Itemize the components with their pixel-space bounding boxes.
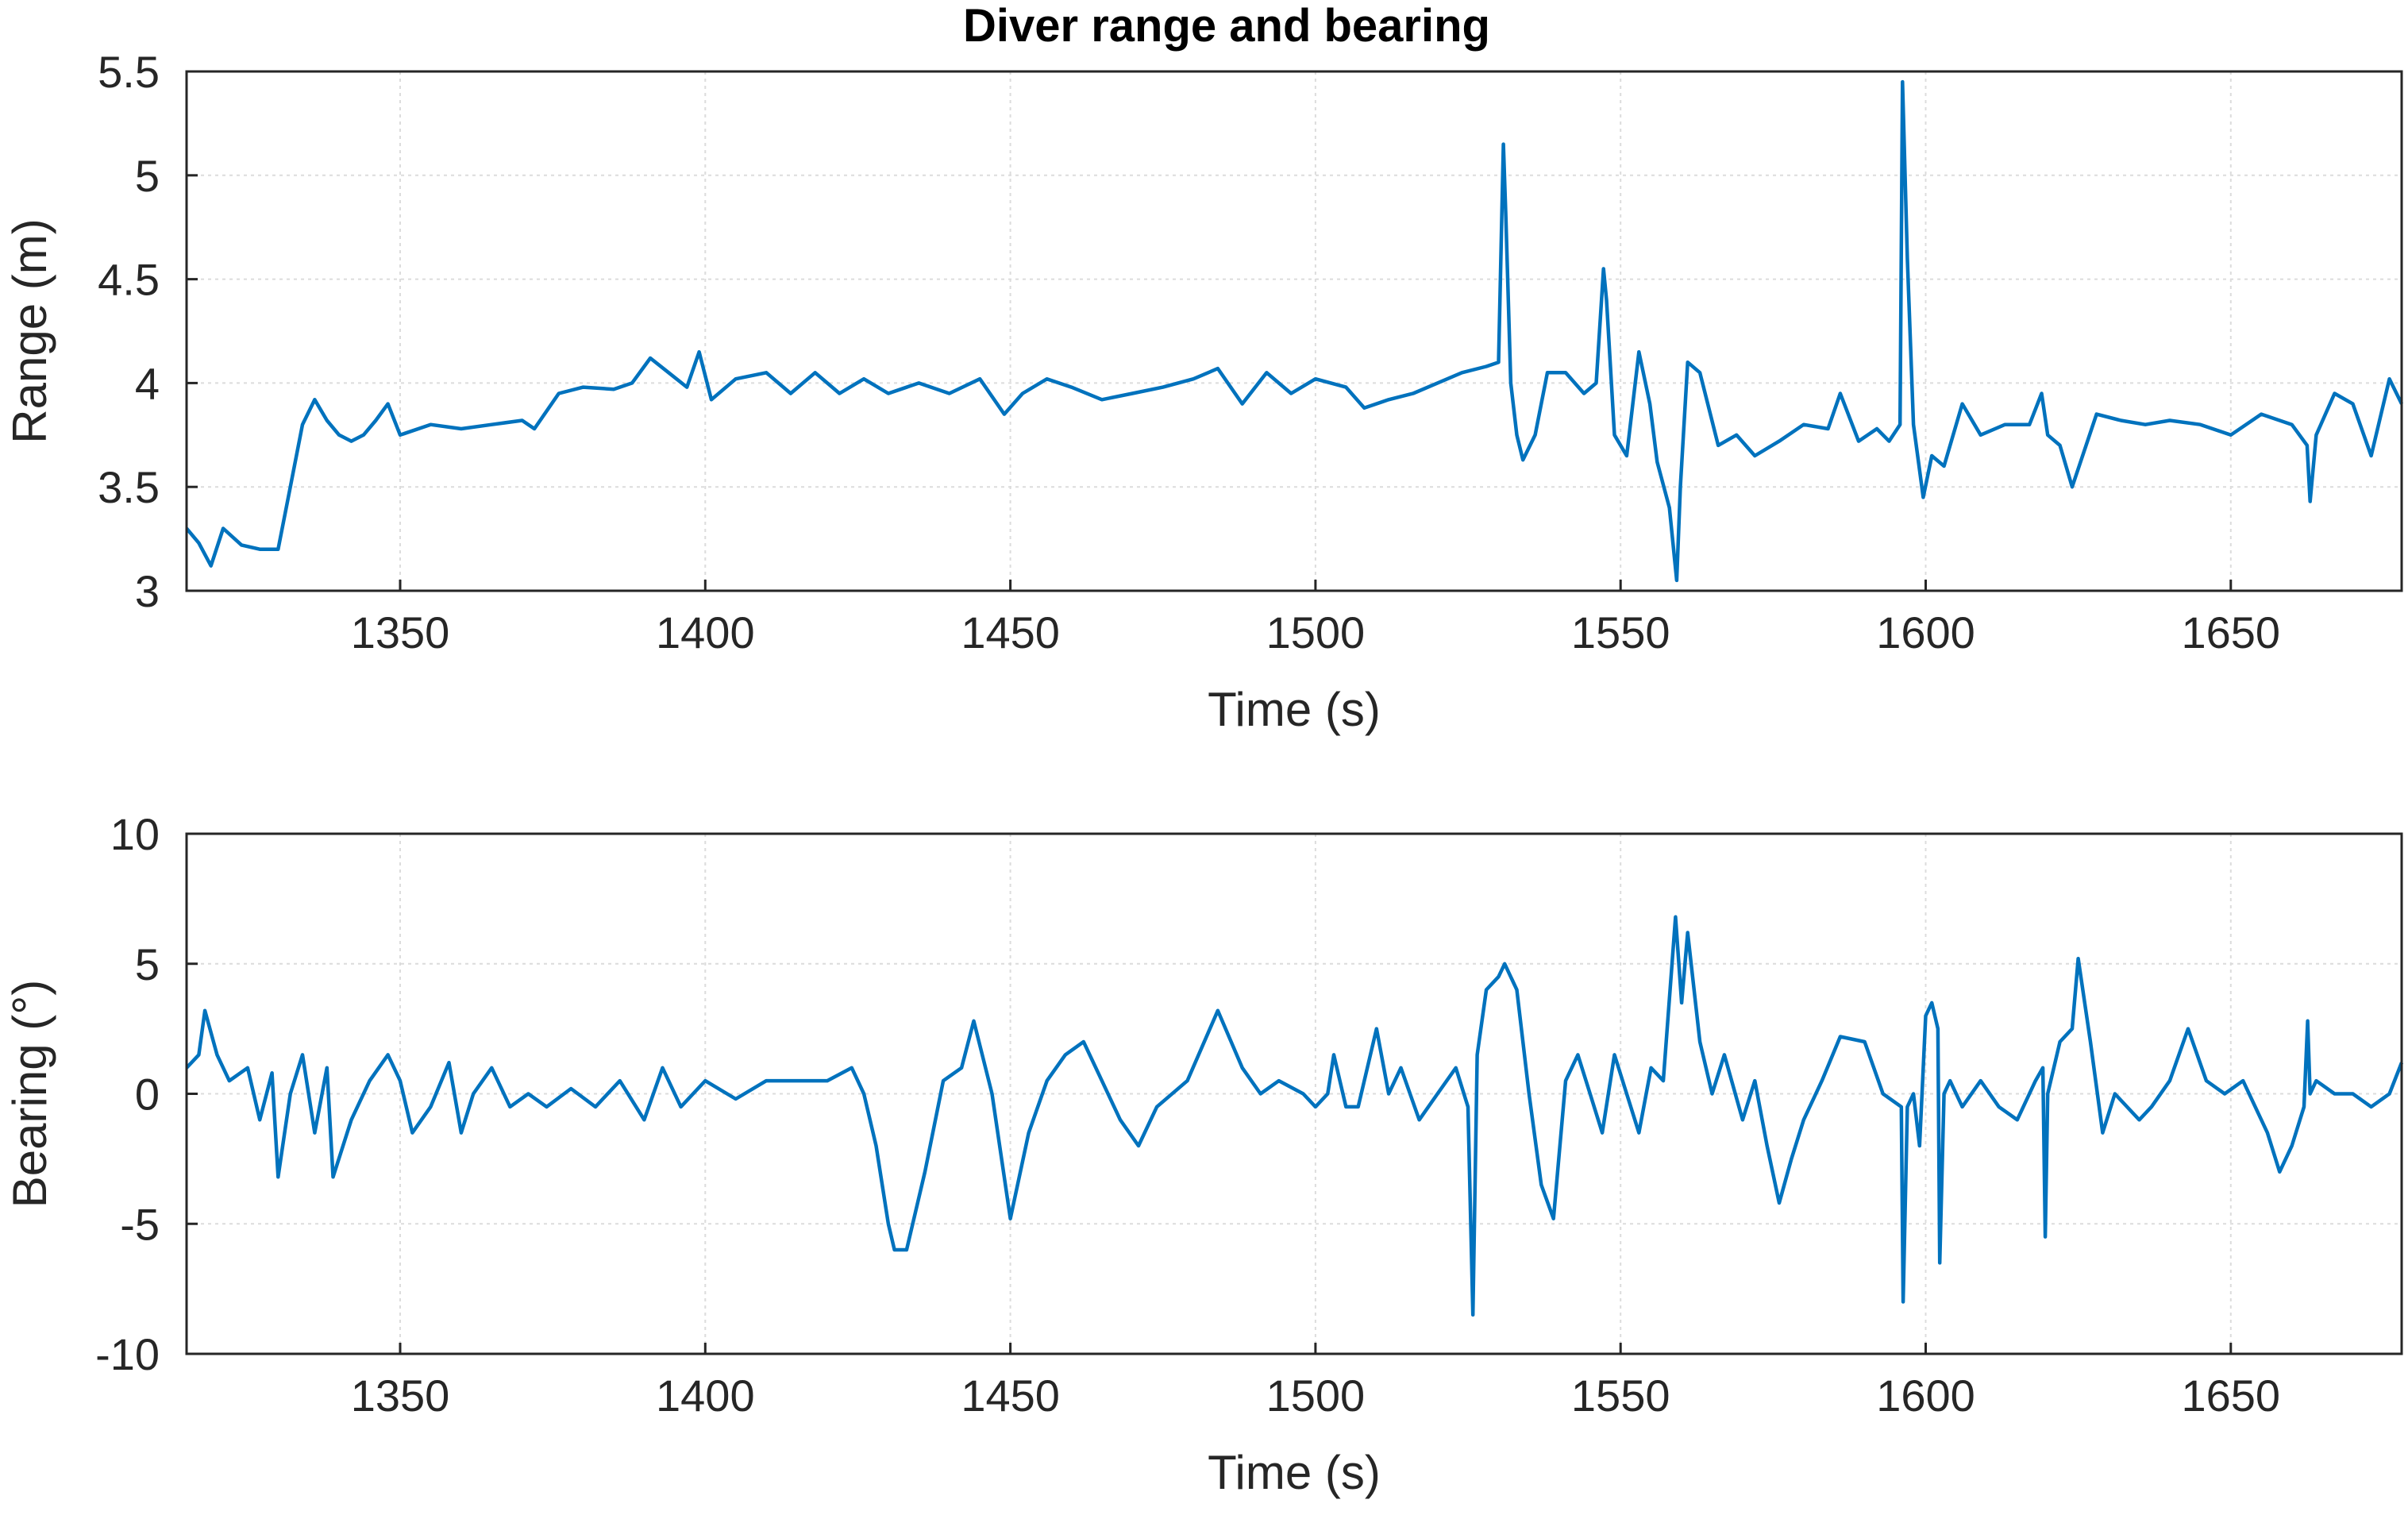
bearing-x-tick-label: 1650	[2182, 1371, 2281, 1421]
range-y-tick-label: 5	[135, 151, 160, 201]
range-y-tick-label: 4	[135, 358, 160, 408]
range-x-tick-labels: 1350 1400 1450 1500 1550 1600 1650	[351, 607, 2280, 657]
range-x-tick-label: 1400	[656, 607, 755, 657]
bearing-y-tick-label: -10	[95, 1329, 160, 1379]
bearing-series-line	[185, 915, 2404, 1317]
range-x-tick-label: 1350	[351, 607, 450, 657]
range-series-line	[185, 79, 2404, 583]
bearing-y-axis-label: Bearing (°)	[3, 980, 56, 1208]
range-y-tick-label: 4.5	[98, 255, 160, 305]
range-y-tick-label: 5.5	[98, 47, 160, 97]
bearing-x-tick-label: 1450	[961, 1371, 1060, 1421]
range-panel: 1350 1400 1450 1500 1550 1600 1650 3 3.5 4 4.5 5 5.…	[3, 47, 2404, 736]
chart-title: Diver range and bearing	[963, 0, 1490, 52]
bearing-x-tick-label: 1400	[656, 1371, 755, 1421]
bearing-y-tick-label: 0	[135, 1070, 160, 1120]
range-axes-box	[185, 70, 2403, 592]
bearing-x-tick-label: 1500	[1266, 1371, 1366, 1421]
bearing-y-tick-label: 10	[110, 809, 160, 859]
bearing-y-tick-label: 5	[135, 939, 160, 989]
range-y-axis-label: Range (m)	[3, 218, 56, 443]
bearing-panel: 1350 1400 1450 1500 1550 1600 1650 -10 -5 0 5 10 T…	[3, 809, 2404, 1499]
bearing-x-axis-label: Time (s)	[1208, 1446, 1381, 1499]
bearing-x-tick-label: 1550	[1571, 1371, 1670, 1421]
range-y-tick-label: 3.5	[98, 462, 160, 512]
bearing-y-tick-labels: -10 -5 0 5 10	[95, 809, 160, 1379]
range-y-tick-labels: 3 3.5 4 4.5 5 5.5	[98, 47, 160, 616]
range-y-tick-label: 3	[135, 566, 160, 616]
bearing-gridlines	[187, 832, 2402, 1355]
range-x-tick-label: 1650	[2182, 607, 2281, 657]
range-x-tick-label: 1500	[1266, 607, 1366, 657]
bearing-x-tick-labels: 1350 1400 1450 1500 1550 1600 1650	[351, 1371, 2280, 1421]
range-x-tick-label: 1450	[961, 607, 1060, 657]
range-x-tick-label: 1600	[1876, 607, 1975, 657]
bearing-x-tick-label: 1600	[1876, 1371, 1975, 1421]
range-x-axis-label: Time (s)	[1208, 683, 1381, 736]
range-x-tick-label: 1550	[1571, 607, 1670, 657]
bearing-y-tick-label: -5	[120, 1199, 160, 1249]
bearing-axes-box	[185, 832, 2403, 1355]
bearing-x-tick-label: 1350	[351, 1371, 450, 1421]
range-gridlines	[187, 70, 2402, 592]
